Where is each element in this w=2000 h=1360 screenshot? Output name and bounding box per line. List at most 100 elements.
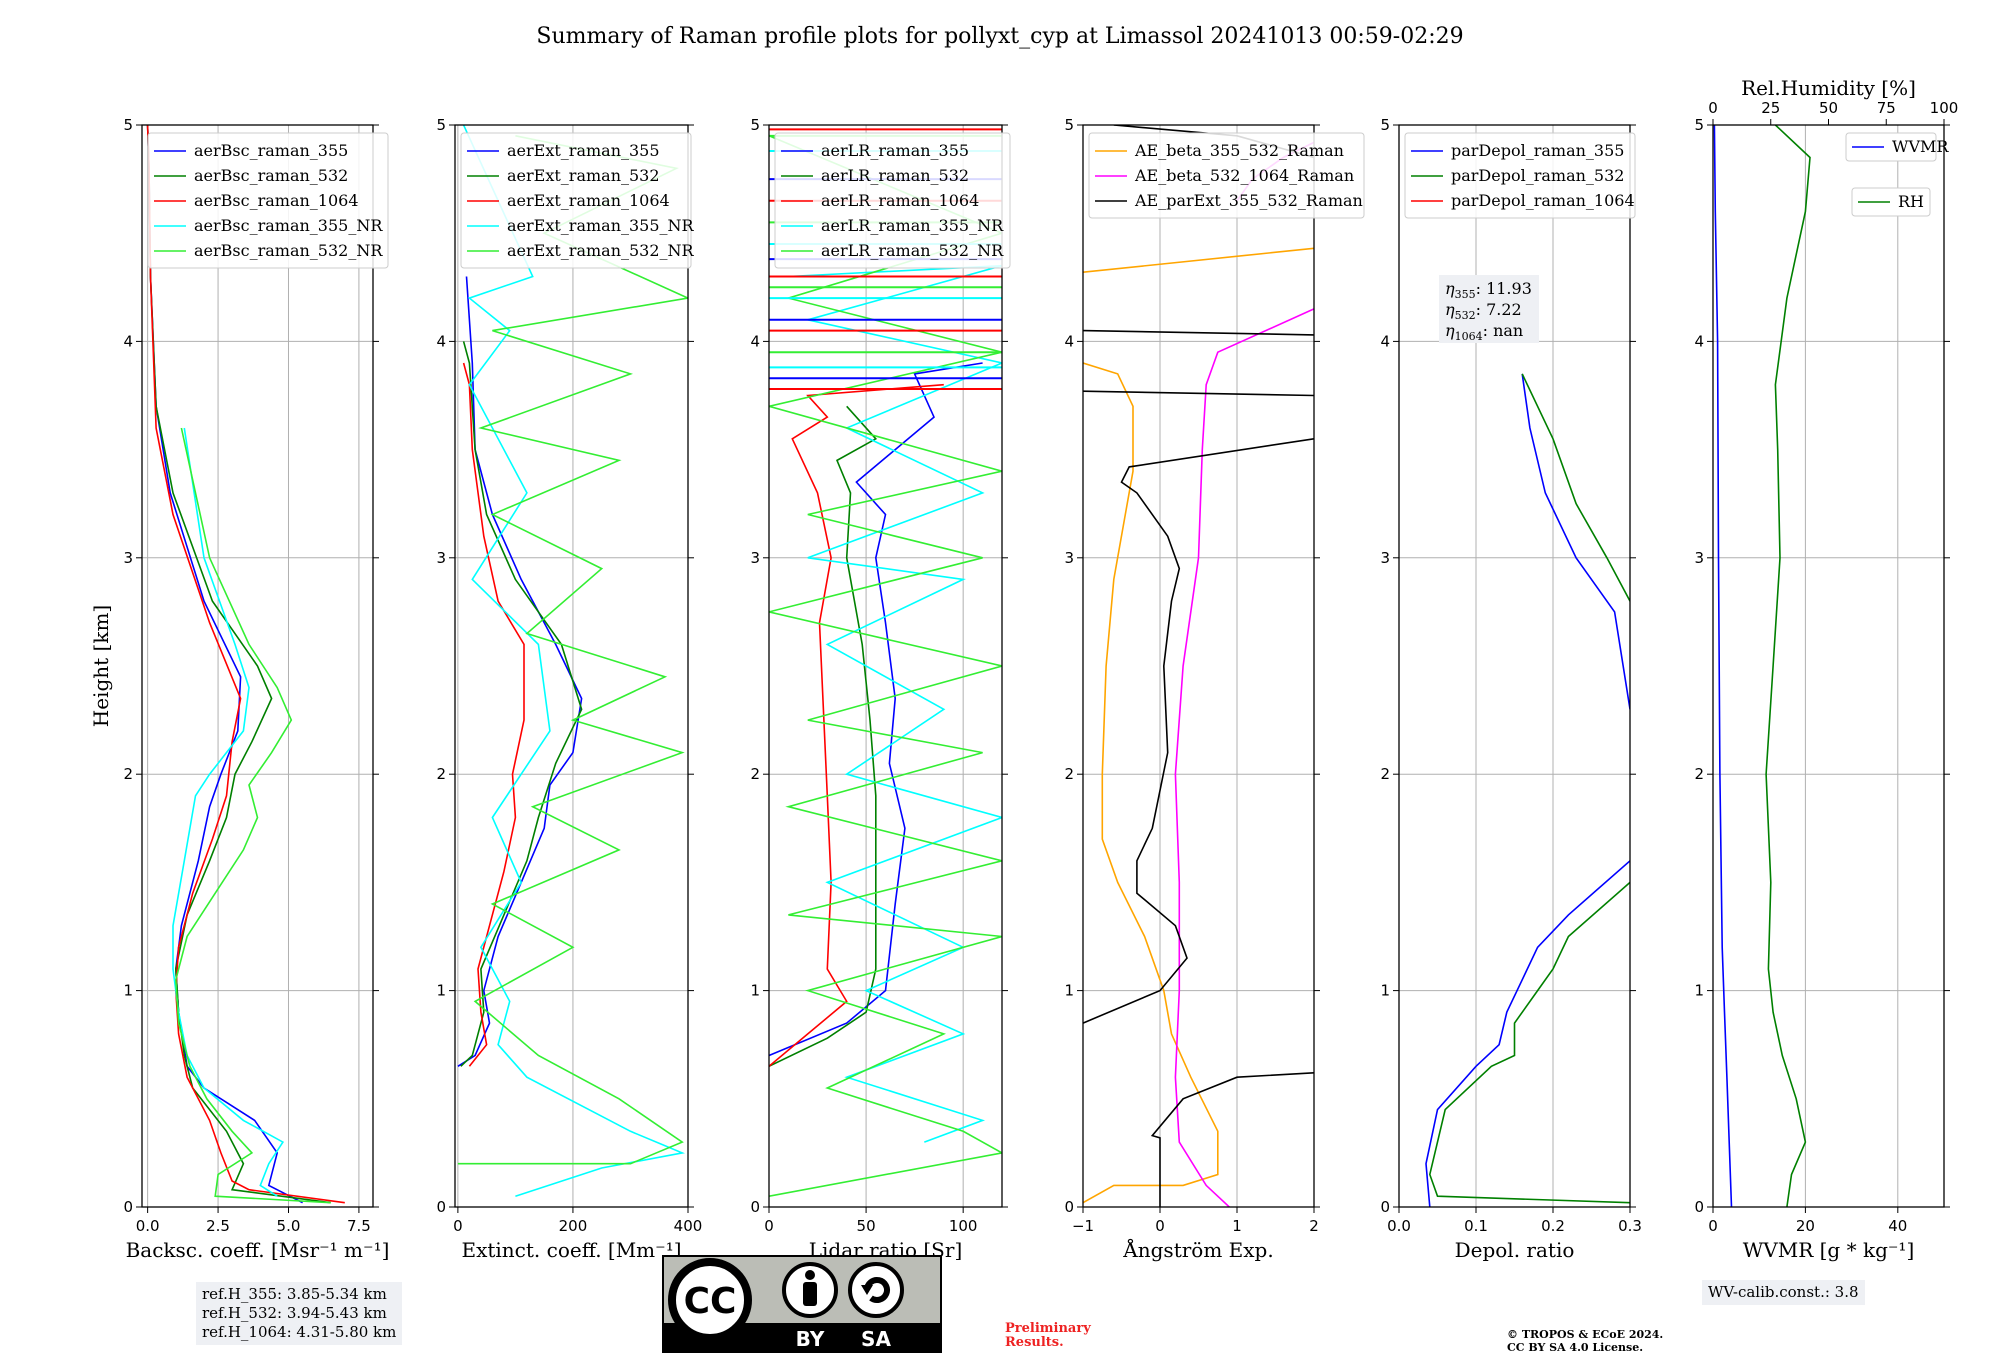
series-line-aerLR_raman_1064 bbox=[769, 383, 944, 1067]
ref-h-532: ref.H_532: 3.94-5.43 km bbox=[202, 1304, 387, 1322]
series-line-aerExt_raman_1064 bbox=[462, 362, 525, 1067]
y-tick-label: 1 bbox=[750, 982, 760, 1000]
axes-frame bbox=[454, 124, 689, 1208]
legend-box bbox=[1088, 132, 1365, 219]
legend-entry: aerExt_raman_532_NR bbox=[507, 241, 695, 260]
preliminary-results-note: Preliminary Results. bbox=[1005, 1322, 1091, 1350]
series-line-aerExt_raman_355_NR bbox=[462, 125, 685, 1197]
ref-h-355: ref.H_355: 3.85-5.34 km bbox=[202, 1285, 387, 1303]
wv-calibration-text: WV-calib.const.: 3.8 bbox=[1708, 1283, 1859, 1301]
y-tick-label: 3 bbox=[1064, 549, 1074, 567]
x-tick-label: 200 bbox=[559, 1217, 588, 1235]
copyright-line-1: © TROPOS & ECoE 2024. bbox=[1507, 1328, 1664, 1341]
y-tick-label: 2 bbox=[1380, 765, 1390, 783]
x-tick-label: 0.2 bbox=[1541, 1217, 1565, 1235]
y-tick-label: 5 bbox=[1694, 116, 1704, 134]
series-line-aerExt_raman_532_NR bbox=[457, 135, 688, 1165]
x-axis-label: WVMR [g * kg⁻¹] bbox=[1743, 1238, 1915, 1262]
axes-frame bbox=[1712, 124, 1945, 1208]
legend-entry: WVMR bbox=[1892, 137, 1949, 156]
y-tick-label: 2 bbox=[1694, 765, 1704, 783]
y-axis-label: Height [km] bbox=[89, 605, 113, 727]
y-tick-label: 0 bbox=[750, 1198, 760, 1216]
y-tick-label: 5 bbox=[1064, 116, 1074, 134]
x-tick-label: 2.5 bbox=[206, 1217, 230, 1235]
series-line-parDepol_raman_355 bbox=[1425, 860, 1630, 1207]
legend-entry: aerExt_raman_1064 bbox=[507, 191, 670, 210]
copyright-line-2: CC BY SA 4.0 License. bbox=[1507, 1341, 1644, 1354]
panel-wvmr: 0 20 40 0 1 2 3 4 5 WVMR [g * kg⁻¹] 0 25 50 75 100 Rel.… bbox=[1694, 76, 1958, 1262]
y-tick-label: 2 bbox=[436, 765, 446, 783]
x-tick-label: 1 bbox=[1232, 1217, 1242, 1235]
legend-entry: aerExt_raman_355_NR bbox=[507, 216, 695, 235]
preliminary-line-1: Preliminary bbox=[1005, 1321, 1091, 1336]
y-tick-label: 1 bbox=[1380, 982, 1390, 1000]
plot-area-extinction bbox=[457, 125, 688, 1197]
y-tick-label: 3 bbox=[1380, 549, 1390, 567]
legend-entry: parDepol_raman_1064 bbox=[1451, 191, 1635, 210]
legend-entry: aerBsc_raman_355 bbox=[194, 141, 348, 160]
legend-entry: AE_beta_532_1064_Raman bbox=[1134, 166, 1354, 185]
copyright-note: © TROPOS & ECoE 2024. CC BY SA 4.0 Licen… bbox=[1507, 1328, 1663, 1354]
x2-tick-label: 50 bbox=[1819, 99, 1838, 117]
y-tick-label: 2 bbox=[1064, 765, 1074, 783]
legend-box bbox=[1851, 187, 1931, 217]
y-tick-label: 4 bbox=[1064, 332, 1074, 350]
x-tick-label: 0.0 bbox=[136, 1217, 160, 1235]
x-axis-label: Ångström Exp. bbox=[1122, 1237, 1273, 1262]
x-tick-label: 0 bbox=[1708, 1217, 1718, 1235]
eta-annotation-line: η532: 7.22 bbox=[1445, 300, 1522, 322]
legend-entry: aerBsc_raman_1064 bbox=[194, 191, 359, 210]
by-label: BY bbox=[796, 1327, 825, 1351]
preliminary-line-2: Results. bbox=[1005, 1335, 1064, 1350]
eta-annotation-line: η355: 11.93 bbox=[1445, 279, 1532, 301]
legend-entry: aerExt_raman_532 bbox=[507, 166, 660, 185]
series-line-parDepol_raman_532_upper bbox=[1521, 373, 1630, 602]
x-tick-label: 7.5 bbox=[347, 1217, 371, 1235]
x-tick-label: 20 bbox=[1796, 1217, 1815, 1235]
legend-entry: aerBsc_raman_355_NR bbox=[194, 216, 383, 235]
x-axis-label: Backsc. coeff. [Msr⁻¹ m⁻¹] bbox=[126, 1238, 390, 1262]
x-tick-label: 0 bbox=[1155, 1217, 1165, 1235]
y-tick-label: 2 bbox=[123, 765, 133, 783]
series-line-aerBsc_raman_1064 bbox=[146, 125, 345, 1204]
legend-entry: aerLR_raman_532 bbox=[821, 166, 969, 185]
y-tick-label: 5 bbox=[436, 116, 446, 134]
y-tick-label: 0 bbox=[1694, 1198, 1704, 1216]
legend-entry: aerLR_raman_532_NR bbox=[821, 241, 1004, 260]
wv-calibration-box: WV-calib.const.: 3.8 bbox=[1702, 1280, 1865, 1305]
y-tick-label: 0 bbox=[1064, 1198, 1074, 1216]
axes-frame bbox=[1082, 124, 1315, 1208]
y-tick-label: 4 bbox=[1380, 332, 1390, 350]
legend-entry: RH bbox=[1898, 192, 1924, 211]
series-line-AE_beta_532_1064_Raman bbox=[1174, 308, 1314, 1207]
figure-title: Summary of Raman profile plots for polly… bbox=[536, 24, 1463, 49]
y-tick-label: 2 bbox=[750, 765, 760, 783]
x-tick-label: 100 bbox=[949, 1217, 978, 1235]
series-line-AE_parExt_355_532_Raman_mid bbox=[1083, 438, 1314, 1024]
y-tick-label: 4 bbox=[1694, 332, 1704, 350]
y-tick-label: 1 bbox=[436, 982, 446, 1000]
x-axis-label: Depol. ratio bbox=[1455, 1238, 1575, 1262]
legend-entry: aerLR_raman_1064 bbox=[821, 191, 979, 210]
plot-area-backscatter bbox=[146, 125, 345, 1204]
legend-entry: aerExt_raman_355 bbox=[507, 141, 660, 160]
series-line-aerLR_raman_355 bbox=[769, 362, 983, 1057]
legend-box bbox=[147, 132, 389, 269]
y-tick-label: 3 bbox=[750, 549, 760, 567]
y-tick-label: 4 bbox=[750, 332, 760, 350]
y-tick-label: 5 bbox=[123, 116, 133, 134]
series-line-AE_parExt_355_532_Raman bbox=[1150, 1072, 1314, 1207]
x-tick-label: 0.1 bbox=[1464, 1217, 1488, 1235]
series-line-parDepol_raman_355_upper bbox=[1521, 373, 1630, 710]
x-tick-label: 0 bbox=[764, 1217, 774, 1235]
y-tick-label: 4 bbox=[123, 332, 133, 350]
legend-box bbox=[1845, 132, 1937, 162]
legend-entry: aerLR_raman_355_NR bbox=[821, 216, 1004, 235]
series-line-aerLR_raman_532 bbox=[769, 405, 878, 1068]
cc-by-sa-logo: CC BY SA bbox=[662, 1255, 942, 1353]
x-tick-label: 400 bbox=[674, 1217, 703, 1235]
y-tick-label: 1 bbox=[123, 982, 133, 1000]
eta-annotation-line: η1064: nan bbox=[1445, 321, 1523, 343]
